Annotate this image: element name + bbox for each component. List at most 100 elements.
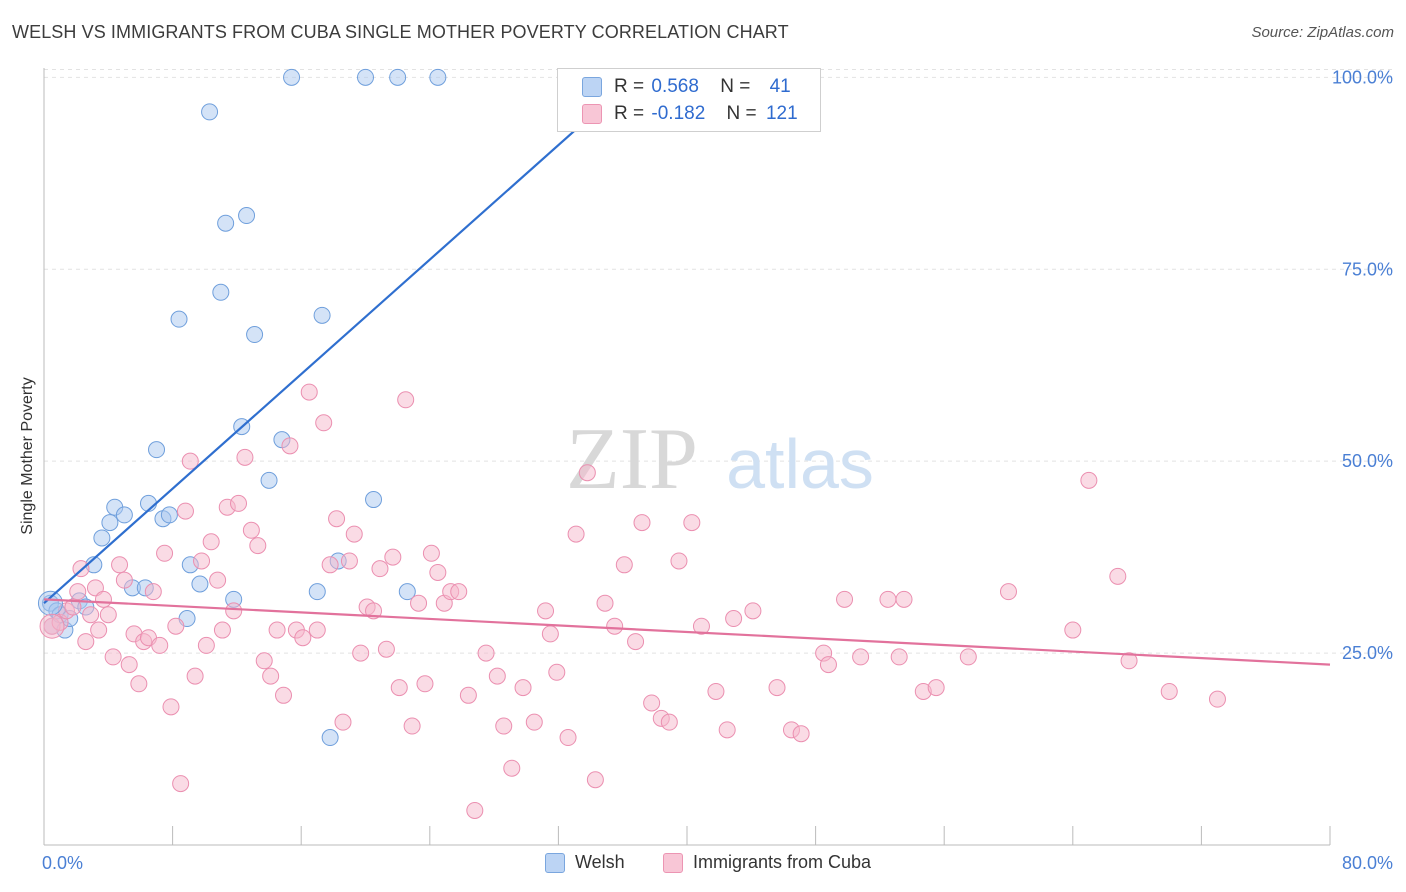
y-tick-label: 50.0% [1342,451,1393,471]
cuba-point [559,729,577,747]
cuba-point [186,667,204,685]
legend-item-cuba[interactable]: Immigrants from Cuba [663,852,871,874]
cuba-point [548,663,566,681]
welsh-point [365,491,383,509]
cuba-point [156,544,174,562]
cuba-point [725,610,743,628]
cuba-point [410,594,428,612]
stats-legend: R = 0.568 N = 41 R = -0.182 N = 121 [557,68,821,132]
cuba-point [315,414,333,432]
cuba-point [450,583,468,601]
welsh-point [238,207,256,225]
cuba-point [1160,682,1178,700]
welsh-point [429,68,447,86]
source-label: Source: ZipAtlas.com [1251,24,1394,41]
welsh-point [115,506,133,524]
cuba-point [744,602,762,620]
cuba-trend-line [43,598,1331,666]
cuba-point [707,682,725,700]
cuba-point [94,590,112,608]
cuba-point [242,521,260,539]
cuba-point [197,636,215,654]
welsh-point [212,283,230,301]
cuba-point [82,606,100,624]
cuba-point [537,602,555,620]
welsh-point [398,583,416,601]
cuba-point [895,590,913,608]
cuba-point [345,525,363,543]
watermark-zip: ZIP [566,411,698,508]
cuba-point [172,775,190,793]
cuba-point [541,625,559,643]
legend-n-value: 121 [765,103,798,124]
cuba-point [495,717,513,735]
welsh-point [217,214,235,232]
y-tick-label: 100.0% [1332,67,1393,87]
cuba-point [927,679,945,697]
welsh-point [101,514,119,532]
legend-row-cuba: R = -0.182 N = 121 [582,103,798,125]
x-tick-label: 0.0% [42,853,83,873]
cuba-point [403,717,421,735]
cuba-point [1120,652,1138,670]
cuba-point [144,583,162,601]
x-tick-label: 80.0% [1342,853,1393,873]
cuba-point [1064,621,1082,639]
cuba-point [99,606,117,624]
trend-lines [43,72,1331,666]
cuba-point [230,494,248,512]
cuba-point [422,544,440,562]
y-tick-label: 75.0% [1342,259,1393,279]
legend-item-welsh[interactable]: Welsh [545,852,625,874]
welsh-point [148,441,166,459]
cuba-point [488,667,506,685]
cuba-point [1000,583,1017,601]
cuba-point [111,556,129,574]
gridlines [44,69,1395,654]
cuba-point [202,533,220,551]
legend-swatch-cuba [663,853,683,874]
legend-label-welsh: Welsh [575,852,625,872]
watermark: ZIP atlas [566,411,874,508]
cuba-point [86,579,104,597]
cuba-point [213,621,231,639]
cuba-point [660,713,678,731]
legend-r-label: R = [614,103,645,124]
watermark-atlas: atlas [726,425,874,503]
cuba-point [596,594,614,612]
cuba-point [39,613,65,639]
cuba-point [683,514,701,532]
chart-title: WELSH VS IMMIGRANTS FROM CUBA SINGLE MOT… [12,22,789,42]
cuba-point [567,525,585,543]
cuba-point [130,675,148,693]
cuba-point [176,502,194,520]
legend-r-value: -0.182 [651,103,706,124]
legend-r-value: 0.568 [651,76,699,97]
cuba-point [151,636,169,654]
x-tick-labels: 0.0% 80.0% [42,853,1393,873]
cuba-point [890,648,908,666]
cuba-point [1109,567,1127,585]
series-points [37,68,1226,819]
cuba-point [1080,471,1098,489]
cuba-point [209,571,227,589]
cuba-point [377,640,395,658]
cuba-point [959,648,977,666]
cuba-point [77,633,95,651]
welsh-point [160,506,178,524]
welsh-point [321,729,339,747]
cuba-point [852,648,870,666]
cuba-point [225,602,243,620]
cuba-point [768,679,786,697]
cuba-point [466,801,484,819]
cuba-point [115,571,133,589]
cuba-point [819,656,837,674]
welsh-point [313,306,331,324]
cuba-point [162,698,180,716]
cuba-point [416,675,434,693]
cuba-point [321,556,339,574]
cuba-point [181,452,199,470]
welsh-point [191,575,209,593]
cuba-point [328,510,346,528]
